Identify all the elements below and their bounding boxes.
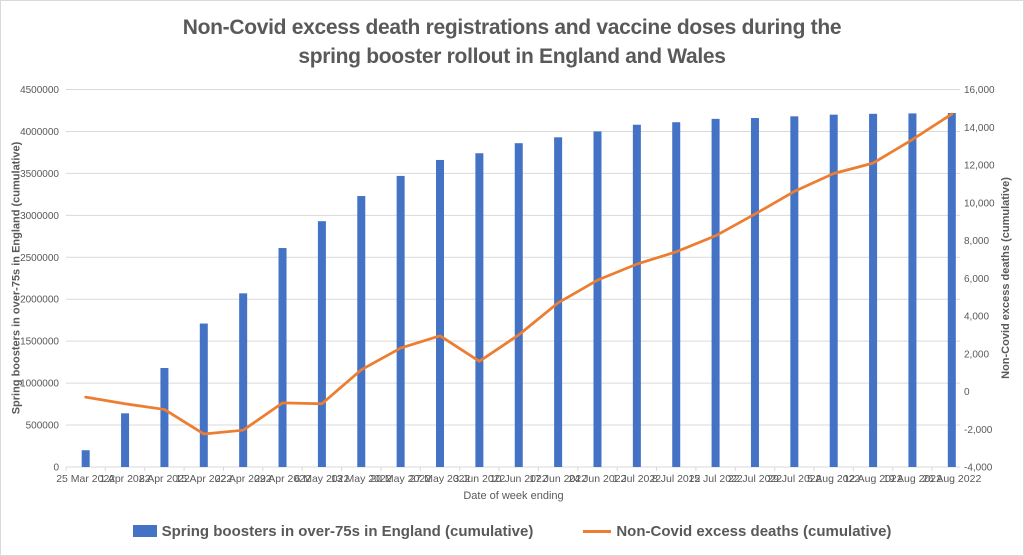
x-axis-category-label: 1 Apr 2022 — [100, 473, 151, 485]
x-axis-category-label: 6 May 2022 — [294, 473, 349, 485]
left-axis-tick-label: 4000000 — [20, 127, 59, 138]
left-axis-tick-label: 3000000 — [20, 211, 59, 222]
x-axis-category-label: 27 May 2022 — [410, 473, 471, 485]
legend-item-deaths: Non-Covid excess deaths (cumulative) — [583, 523, 891, 540]
x-axis-category-label: 17 Jun 2022 — [529, 473, 587, 485]
legend-item-boosters: Spring boosters in over-75s in England (… — [132, 522, 534, 540]
right-axis-tick-label: 14,000 — [964, 123, 995, 134]
right-axis-tick-label: 2,000 — [964, 349, 989, 360]
x-axis-category-label: 29 Jul 2022 — [767, 473, 821, 485]
bar-spring-boosters — [475, 153, 484, 467]
chart-title: Non-Covid excess death registrations and… — [1, 13, 1023, 71]
x-axis-category-label: 20 May 2022 — [370, 473, 431, 485]
bar-spring-boosters — [790, 116, 799, 467]
legend-label-deaths: Non-Covid excess deaths (cumulative) — [616, 522, 892, 540]
x-axis-category-label: 12 Aug 2022 — [844, 473, 903, 485]
right-axis-tick-label: 10,000 — [964, 198, 995, 209]
bar-spring-boosters — [711, 118, 720, 467]
x-axis-category-label: 5 Aug 2022 — [807, 473, 860, 485]
bar-spring-boosters — [869, 113, 878, 468]
x-axis-category-label: 26 Aug 2022 — [922, 473, 981, 485]
x-axis-category-label: 1 Jul 2022 — [613, 473, 662, 485]
bar-spring-boosters — [436, 159, 445, 467]
x-axis-category-label: 15 Apr 2022 — [175, 473, 232, 485]
x-axis-category-label: 19 Aug 2022 — [883, 473, 942, 485]
line-series-swatch-icon — [583, 529, 612, 533]
bar-spring-boosters — [121, 413, 130, 467]
right-axis-tick-label: 8,000 — [964, 236, 989, 247]
left-axis-tick-label: 1500000 — [20, 337, 59, 348]
bar-spring-boosters — [160, 368, 169, 467]
right-axis-tick-label: -4,000 — [964, 463, 993, 474]
bar-spring-boosters — [278, 248, 287, 467]
x-axis-title: Date of week ending — [463, 490, 564, 502]
left-axis-tick-label: 4500000 — [20, 85, 59, 96]
right-axis-tick-label: 0 — [964, 387, 970, 398]
right-axis-tick-label: 4,000 — [964, 312, 989, 323]
left-axis-tick-label: 2500000 — [20, 253, 59, 264]
bar-spring-boosters — [239, 293, 248, 467]
right-axis-tick-label: 16,000 — [964, 85, 995, 96]
right-axis-tick-label: 12,000 — [964, 161, 995, 172]
left-axis-tick-label: 1000000 — [20, 379, 59, 390]
right-axis-tick-label: 6,000 — [964, 274, 989, 285]
bar-spring-boosters — [750, 118, 759, 468]
bar-spring-boosters — [593, 131, 602, 467]
x-axis-category-label: 10 Jun 2022 — [490, 473, 548, 485]
line-noncovid-excess-deaths — [84, 112, 954, 436]
bar-spring-boosters — [908, 113, 917, 468]
x-axis-category-label: 15 Jul 2022 — [688, 473, 742, 485]
legend-label-boosters: Spring boosters in over-75s in England (… — [161, 522, 534, 540]
legend: Spring boosters in over-75s in England (… — [1, 514, 1023, 548]
x-axis-category-label: 24 Jun 2022 — [569, 473, 627, 485]
bar-spring-boosters — [396, 175, 405, 467]
left-axis-tick-label: 500000 — [26, 421, 60, 432]
bar-series-swatch-icon — [132, 525, 157, 537]
right-axis-tick-label: -2,000 — [964, 425, 993, 436]
left-axis-tick-label: 2000000 — [20, 295, 59, 306]
x-axis-category-label: 8 Jul 2022 — [652, 473, 701, 485]
bar-spring-boosters — [947, 112, 956, 467]
x-axis-category-label: 3 Jun 2022 — [453, 473, 505, 485]
bar-spring-boosters — [829, 114, 838, 468]
x-axis-category-label: 29 Apr 2022 — [254, 473, 311, 485]
left-axis-tick-label: 3500000 — [20, 169, 59, 180]
left-axis-tick-label: 0 — [53, 463, 59, 474]
chart-title-line-2: spring booster rollout in England and Wa… — [298, 45, 726, 68]
bar-spring-boosters — [672, 122, 681, 467]
x-axis-category-label: 22 Jul 2022 — [728, 473, 782, 485]
chart-title-line-1: Non-Covid excess death registrations and… — [182, 16, 842, 39]
bar-spring-boosters — [199, 323, 208, 467]
bar-spring-boosters — [514, 143, 523, 467]
x-axis-category-label: 25 Mar 2022 — [56, 473, 115, 485]
x-axis-category-label: 13 May 2022 — [331, 473, 392, 485]
bar-spring-boosters — [317, 221, 326, 467]
bar-spring-boosters — [357, 196, 366, 468]
x-axis-category-label: 8 Apr 2022 — [139, 473, 190, 485]
x-axis-category-label: 22 Apr 2022 — [215, 473, 272, 485]
bar-spring-boosters — [81, 450, 90, 467]
bar-spring-boosters — [632, 124, 641, 467]
